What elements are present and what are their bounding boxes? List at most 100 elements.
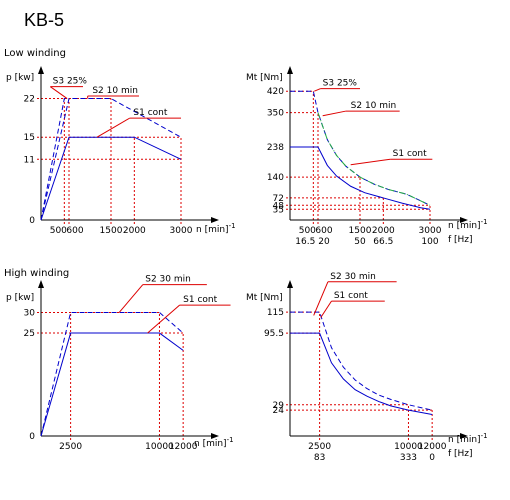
x2-tick-label-1: 333 <box>400 453 417 463</box>
x2-tick-label-0: 83 <box>314 453 325 463</box>
y-tick-label-3: 140 <box>267 173 284 183</box>
x-tick-label-2: 12000 <box>418 442 447 452</box>
series-s1-cont <box>290 332 433 415</box>
x-axis-label-exp: -1 <box>481 432 488 440</box>
callout-label-2: S1 cont <box>133 108 167 118</box>
y-tick-label-2: 95.5 <box>264 329 284 339</box>
y-tick-label-0: 0 <box>29 216 35 226</box>
x-tick-label-2: 12000 <box>169 442 198 452</box>
y-tick-label-0: 0 <box>29 432 35 442</box>
y-tick-label-0: 35 <box>273 205 284 215</box>
y-tick-label-1: 25 <box>24 329 35 339</box>
x2-tick-label-2: 50 <box>354 237 366 247</box>
callout-label-0: S2 30 min <box>145 275 191 285</box>
callout-leader-0 <box>118 284 144 313</box>
x2-tick-label-2: 0 <box>429 453 435 463</box>
x-tick-label-2: 1500 <box>100 226 123 236</box>
callout-leader-1 <box>322 110 347 117</box>
x2-tick-label-3: 66.5 <box>373 237 393 247</box>
y-tick-label-4: 238 <box>267 143 284 153</box>
callout-label-1: S1 cont <box>334 291 368 301</box>
y-tick-label-1: 11 <box>24 155 35 165</box>
x2-axis-label: f [Hz] <box>448 235 473 245</box>
x-axis-label: n [min]-1 <box>448 432 488 445</box>
y-axis-label: p [kw] <box>6 293 34 303</box>
callout-label-0: S2 30 min <box>330 272 376 282</box>
series-s1-cont <box>40 332 184 437</box>
x-axis-label: n [min]-1 <box>194 436 234 449</box>
x-axis-label-exp: -1 <box>481 218 488 226</box>
x-axis-arrow <box>211 217 219 223</box>
x-tick-label-3: 2000 <box>123 226 146 236</box>
section-label-high: High winding <box>4 268 70 279</box>
series-s2-10-min <box>317 112 431 206</box>
callout-leader-0 <box>313 281 329 316</box>
y-axis-label: Mt [Nm] <box>246 293 283 303</box>
y-tick-label-5: 350 <box>267 109 284 119</box>
series-s1-cont <box>40 136 182 221</box>
y-axis-label: Mt [Nm] <box>246 73 283 83</box>
x-tick-label-0: 2500 <box>59 442 82 452</box>
callout-label-0: S3 25% <box>53 77 88 87</box>
x-axis-label: n [min]-1 <box>196 222 236 235</box>
y-tick-label-6: 420 <box>267 87 284 97</box>
x-tick-label-1: 600 <box>315 226 332 236</box>
y-tick-label-1: 29 <box>273 401 285 411</box>
y-tick-label-3: 115 <box>267 308 284 318</box>
x-tick-label-1: 10000 <box>394 442 423 452</box>
x-axis-label-exp: -1 <box>229 222 236 230</box>
x-axis-arrow <box>460 217 468 223</box>
x2-tick-label-0: 16.5 <box>295 237 315 247</box>
x2-axis-label: f [Hz] <box>448 449 473 459</box>
chart-low-power: p [kw] n [min]-1 0 11 15 22 500 600 1500 2000 3000… <box>6 66 236 236</box>
y-tick-label-2: 30 <box>24 308 36 318</box>
x-tick-label-2: 1500 <box>349 226 372 236</box>
series-s1-cont <box>290 146 431 210</box>
y-axis-arrow <box>287 280 293 288</box>
x-tick-label-0: 2500 <box>308 442 331 452</box>
x-tick-label-0: 500 <box>50 226 67 236</box>
callout-leader-2 <box>350 158 391 166</box>
callout-label-2: S1 cont <box>393 149 427 159</box>
x-tick-label-1: 600 <box>66 226 83 236</box>
callout-leader-0 <box>314 88 321 92</box>
x-axis-arrow <box>460 433 468 439</box>
section-label-low: Low winding <box>4 48 66 59</box>
x-tick-label-4: 3000 <box>170 226 193 236</box>
y-tick-label-0: 24 <box>273 406 285 416</box>
y-tick-label-2: 72 <box>273 194 284 204</box>
x-axis-label: n [min]-1 <box>448 218 488 231</box>
x-tick-label-3: 2000 <box>372 226 395 236</box>
x-tick-label-0: 500 <box>299 226 316 236</box>
x-tick-label-1: 10000 <box>145 442 174 452</box>
x2-tick-label-4: 100 <box>421 237 438 247</box>
callout-label-1: S1 cont <box>183 295 217 305</box>
callout-label-1: S2 10 min <box>92 86 138 96</box>
series-s3-25- <box>40 98 69 221</box>
callout-label-1: S2 10 min <box>351 101 397 111</box>
y-axis-label: p [kw] <box>6 73 34 83</box>
y-axis-arrow <box>38 66 44 74</box>
series-s2-30-min <box>290 311 433 411</box>
figure-title: KB-5 <box>24 10 65 30</box>
y-tick-label-3: 22 <box>24 95 35 105</box>
callout-leader-0 <box>50 86 68 99</box>
x2-tick-label-1: 20 <box>318 237 330 247</box>
callout-leader-2 <box>96 117 130 138</box>
y-tick-label-1: 48 <box>273 201 285 211</box>
x-axis-label-exp: -1 <box>227 436 234 444</box>
y-axis-arrow <box>287 66 293 74</box>
series-s2-30-min <box>40 311 184 437</box>
callout-label-0: S3 25% <box>323 79 358 89</box>
x-tick-label-4: 3000 <box>419 226 442 236</box>
callout-leader-1 <box>320 300 332 318</box>
y-tick-label-2: 15 <box>24 133 35 143</box>
series-s2-10-min <box>40 98 182 221</box>
callout-leader-1 <box>147 304 180 334</box>
y-axis-arrow <box>38 280 44 288</box>
